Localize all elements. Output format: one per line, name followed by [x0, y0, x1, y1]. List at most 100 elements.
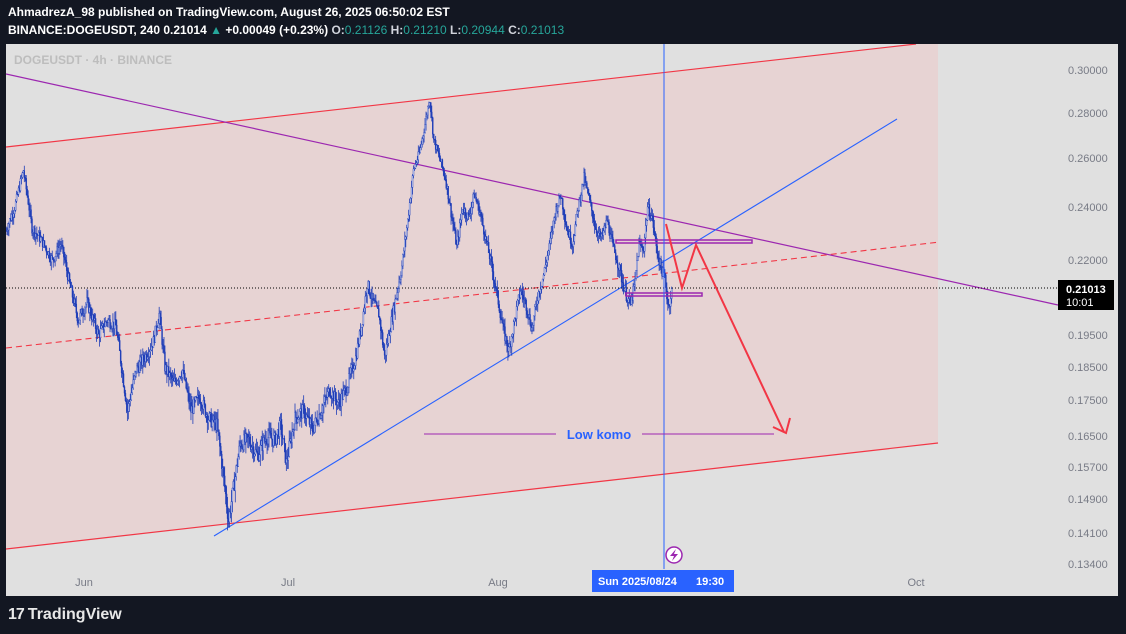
candle-body: [150, 346, 153, 351]
candle-body: [406, 227, 408, 237]
candle-body: [314, 417, 316, 426]
candle-body: [334, 391, 337, 400]
candle-body: [427, 106, 429, 116]
candle-body: [366, 288, 368, 296]
candle-body: [436, 144, 439, 151]
candle-body: [78, 319, 80, 324]
lightning-icon[interactable]: [665, 546, 683, 564]
candle-body: [122, 373, 125, 387]
candle-body: [79, 312, 81, 321]
chart-area[interactable]: Low komo DOGEUSDT · 4h · BINANCE 0.30000…: [6, 44, 1118, 596]
candle-body: [316, 419, 318, 424]
time-tick-label: Jul: [281, 577, 295, 589]
candle-body: [584, 172, 586, 184]
tradingview-logo-text: TradingView: [27, 606, 122, 623]
candle-body: [617, 262, 619, 269]
candle-body: [453, 223, 455, 230]
price-chart[interactable]: Low komo DOGEUSDT · 4h · BINANCE 0.30000…: [6, 44, 1118, 596]
candle-body: [522, 294, 525, 300]
candle-body: [186, 387, 188, 391]
candle-body: [170, 372, 172, 376]
candle-body: [303, 405, 306, 419]
resistance-box[interactable]: [615, 239, 753, 244]
candle-body: [324, 396, 326, 403]
low-label: L:: [450, 23, 462, 37]
candle-body: [501, 319, 503, 324]
candle-body: [109, 319, 111, 329]
candle-body: [482, 217, 484, 226]
candle-body: [437, 150, 440, 154]
candle-body: [17, 187, 20, 195]
candle-body: [644, 225, 647, 239]
candle-body: [310, 418, 313, 424]
candle-body: [380, 319, 382, 331]
symbol-name[interactable]: BINANCE:DOGEUSDT, 240: [8, 23, 161, 37]
candle-body: [590, 199, 592, 204]
candle-body: [420, 144, 422, 148]
candle-body: [638, 241, 640, 257]
candle-body: [6, 230, 8, 232]
candle-body: [270, 432, 272, 439]
candle-body: [217, 418, 219, 431]
candle-body: [231, 487, 234, 502]
candle-body: [576, 210, 578, 215]
candle-body: [394, 298, 396, 313]
candle-body: [499, 310, 501, 318]
candle-body: [19, 178, 22, 191]
channel-midline[interactable]: [6, 241, 941, 349]
projection-arrowhead: [772, 417, 791, 435]
high-value: 0.21210: [403, 23, 447, 37]
candle-body: [444, 176, 446, 180]
candle-body: [336, 402, 339, 406]
tradingview-logo[interactable]: 17 TradingView: [8, 606, 122, 624]
low-komo-label[interactable]: Low komo: [567, 427, 631, 442]
candle-body: [497, 290, 499, 305]
candle-body: [383, 349, 386, 356]
candle-body: [428, 105, 430, 107]
candle-body: [352, 364, 354, 372]
candle-body: [235, 465, 237, 478]
candle-body: [137, 365, 139, 368]
candle-body: [13, 213, 15, 218]
descending-trendline[interactable]: [6, 73, 1059, 306]
candle-body: [668, 304, 670, 306]
candle-body: [564, 221, 567, 225]
candle-body: [249, 443, 252, 450]
candle-body: [653, 227, 656, 233]
candles[interactable]: [6, 101, 673, 531]
candle-body: [455, 230, 457, 245]
price-axis[interactable]: 0.30000 0.28000 0.26000 0.24000 0.22000 0.195…: [1068, 65, 1108, 571]
candle-body: [284, 443, 287, 463]
candle-body: [563, 208, 565, 216]
candle-body: [442, 167, 445, 172]
candle-body: [595, 229, 598, 234]
candle-body: [425, 116, 427, 125]
candle-body: [454, 229, 456, 231]
channel-lower-line[interactable]: [6, 442, 939, 550]
price-change: +0.00049 (+0.23%): [225, 23, 329, 37]
candle-body: [358, 330, 361, 345]
candle-body: [621, 281, 624, 284]
candle-body: [208, 413, 210, 421]
ascending-trendline[interactable]: [213, 118, 898, 537]
candle-body: [620, 270, 623, 283]
candle-body: [63, 246, 65, 258]
candle-body: [602, 230, 604, 236]
candle-body: [409, 198, 412, 203]
candle-body: [127, 403, 130, 412]
candle-body: [88, 299, 90, 313]
projection-arrow[interactable]: [665, 223, 785, 433]
candle-body: [259, 445, 262, 456]
candle-body: [467, 212, 470, 216]
crosshair-time: 19:30: [696, 576, 724, 588]
candle-body: [376, 302, 378, 307]
candle-body: [369, 293, 371, 298]
time-axis[interactable]: Jun Jul Aug Oct: [75, 577, 924, 589]
candle-body: [145, 354, 148, 360]
candle-body: [90, 307, 92, 316]
channel-upper-line[interactable]: [6, 44, 917, 148]
candle-body: [342, 390, 344, 400]
candle-body: [537, 300, 539, 305]
candle-body: [525, 299, 527, 311]
candle-body: [132, 379, 134, 389]
